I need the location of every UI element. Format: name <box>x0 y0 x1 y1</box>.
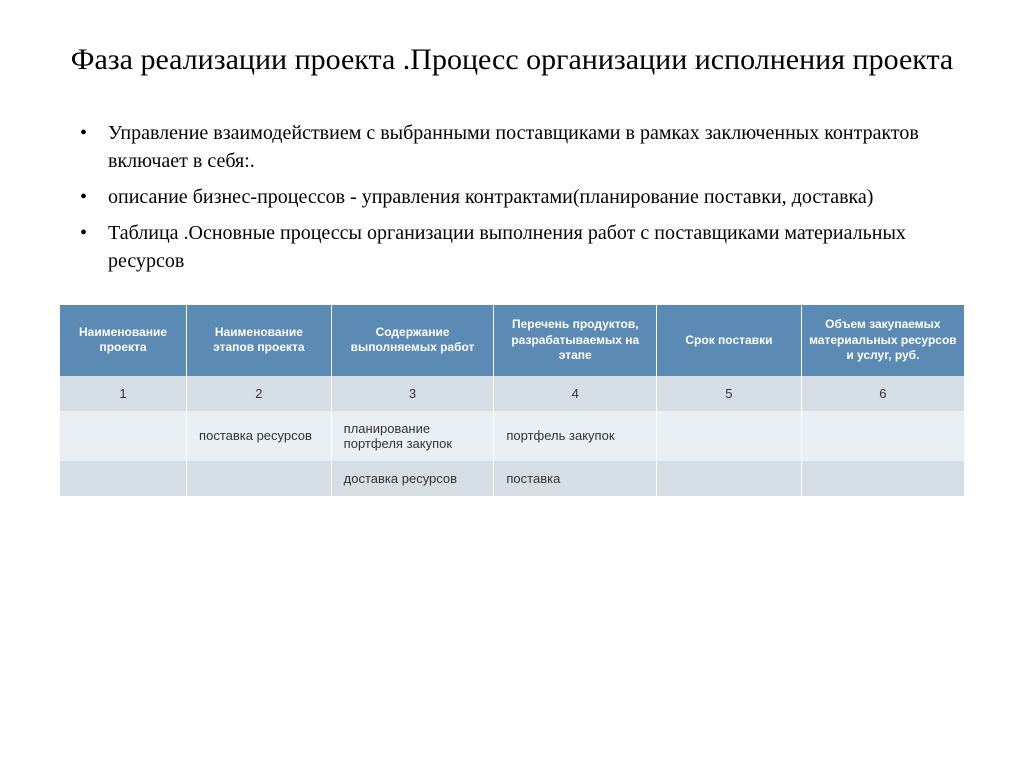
table-header-cell: Срок поставки <box>657 305 802 376</box>
table-cell: 2 <box>187 376 332 411</box>
table-cell: поставка ресурсов <box>187 411 332 461</box>
bullet-item: Управление взаимодействием с выбранными … <box>80 119 964 175</box>
bullet-item: описание бизнес-процессов - управления к… <box>80 183 964 211</box>
table-header-cell: Наименование проекта <box>60 305 187 376</box>
table-cell <box>657 461 802 496</box>
bullet-item: Таблица .Основные процессы организации в… <box>80 219 964 275</box>
process-table: Наименование проекта Наименование этапов… <box>60 305 964 496</box>
table-header-row: Наименование проекта Наименование этапов… <box>60 305 964 376</box>
table-row: доставка ресурсов поставка <box>60 461 964 496</box>
table-number-row: 1 2 3 4 5 6 <box>60 376 964 411</box>
table-header-cell: Наименование этапов проекта <box>187 305 332 376</box>
slide-title: Фаза реализации проекта .Процесс организ… <box>60 40 964 79</box>
table-cell: 5 <box>657 376 802 411</box>
table-cell <box>60 411 187 461</box>
table-cell: 4 <box>494 376 657 411</box>
table-cell <box>801 411 964 461</box>
table-cell <box>60 461 187 496</box>
table-cell: 6 <box>801 376 964 411</box>
table-cell: поставка <box>494 461 657 496</box>
table-cell: портфель закупок <box>494 411 657 461</box>
table-cell: доставка ресурсов <box>331 461 494 496</box>
table-header-cell: Содержание выполняемых работ <box>331 305 494 376</box>
table-cell <box>801 461 964 496</box>
table-cell <box>187 461 332 496</box>
table-cell: 1 <box>60 376 187 411</box>
table-header-cell: Объем закупаемых материальных ресурсов и… <box>801 305 964 376</box>
table-cell: 3 <box>331 376 494 411</box>
table-row: поставка ресурсов планирование портфеля … <box>60 411 964 461</box>
table-cell: планирование портфеля закупок <box>331 411 494 461</box>
table-cell <box>657 411 802 461</box>
bullet-list: Управление взаимодействием с выбранными … <box>60 119 964 275</box>
table-header-cell: Перечень продуктов, разрабатываемых на э… <box>494 305 657 376</box>
